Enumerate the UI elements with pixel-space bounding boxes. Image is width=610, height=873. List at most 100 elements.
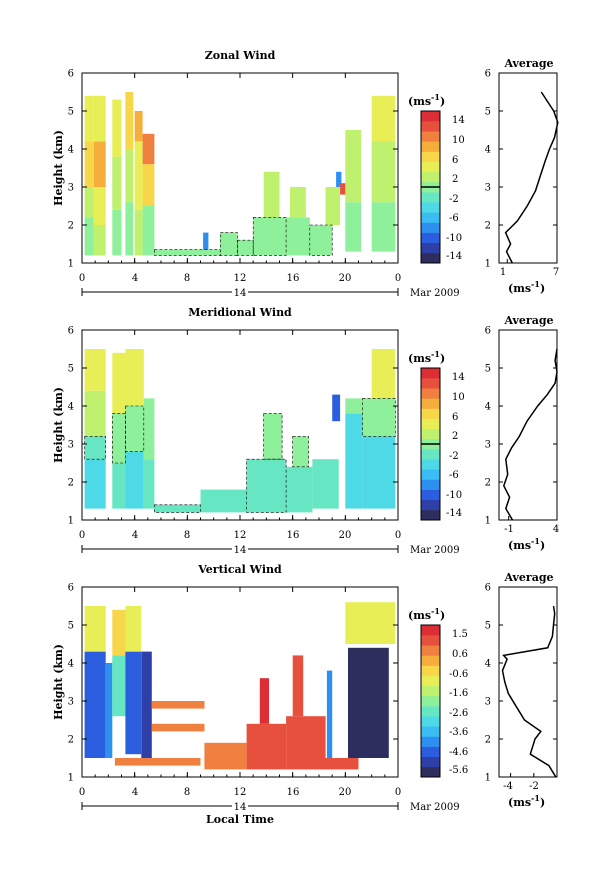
zonal-heatmap-cells xyxy=(84,92,396,256)
meridional-average-profile: Average 1 2 3 4 5 6 -1 4 (ms-1) xyxy=(485,314,560,552)
heatmap-cell xyxy=(345,130,362,203)
vertical-xlabel: Local Time xyxy=(206,813,274,826)
colorbar-swatch xyxy=(421,232,440,244)
heatmap-cell xyxy=(362,436,396,509)
heatmap-cell xyxy=(151,723,205,732)
heatmap-cell xyxy=(114,758,201,766)
colorbar-swatch xyxy=(421,171,440,183)
colorbar-swatch xyxy=(421,202,440,213)
colorbar-swatch xyxy=(421,408,440,419)
heatmap-cell xyxy=(323,758,359,770)
y-tick-label: 5 xyxy=(68,621,74,632)
meridional-avg-xtick: 4 xyxy=(553,524,559,535)
zonal-zero-contour xyxy=(154,217,333,256)
colorbar-swatch xyxy=(421,212,440,223)
vertical-colorbar-swatches xyxy=(421,625,440,778)
zonal-axes: 1 2 3 4 5 6 xyxy=(68,69,399,270)
zonal-date-day: 14 xyxy=(234,288,247,299)
colorbar-swatch xyxy=(421,665,440,676)
y-tick-label: 3 xyxy=(68,440,74,451)
heatmap-cell xyxy=(84,349,106,391)
zonal-colorbar-swatches xyxy=(421,111,440,264)
meridional-avg-xunit: (ms xyxy=(508,539,531,552)
heatmap-cell xyxy=(292,436,309,467)
avg-y-tick-label: 2 xyxy=(485,478,491,489)
zero-contour-segment xyxy=(84,436,106,460)
heatmap-cell xyxy=(371,349,396,399)
meridional-ylabel: Height (km) xyxy=(52,387,65,463)
colorbar-swatch xyxy=(421,242,440,254)
heatmap-cell xyxy=(151,701,205,709)
zonal-xtick-label: 12 xyxy=(234,273,247,284)
colorbar-swatch xyxy=(421,388,440,399)
svg-text:(ms-1): (ms-1) xyxy=(508,793,545,809)
heatmap-cell xyxy=(93,187,106,225)
colorbar-swatch xyxy=(421,736,440,747)
svg-text:(ms-1): (ms-1) xyxy=(508,279,545,295)
meridional-xtick-label: 20 xyxy=(339,530,352,541)
heatmap-cell xyxy=(84,187,94,218)
heatmap-cell xyxy=(112,352,126,414)
colorbar-swatch xyxy=(421,469,440,480)
zonal-colorbar-unit: (ms xyxy=(408,95,431,108)
heatmap-cell xyxy=(286,466,313,513)
heatmap-cell xyxy=(125,651,142,755)
zonal-colorbar-unit-exp: -1 xyxy=(431,92,440,102)
colorbar-swatch xyxy=(421,252,440,264)
meridional-xtick-label: 0 xyxy=(79,530,85,541)
zonal-cbar-tick: -10 xyxy=(446,233,462,244)
colorbar-swatch xyxy=(421,489,440,501)
vertical-cbar-tick: -2.6 xyxy=(449,708,468,719)
vertical-cbar-tick: 0.6 xyxy=(452,649,468,660)
heatmap-cell xyxy=(84,141,94,187)
zonal-cbar-tick: 14 xyxy=(452,115,465,126)
heatmap-cell xyxy=(125,92,134,149)
zero-contour-segment xyxy=(309,224,333,256)
vertical-cbar-tick: -4.6 xyxy=(449,747,468,758)
vertical-date-day: 14 xyxy=(234,802,247,813)
avg-y-tick-label: 6 xyxy=(485,583,491,594)
zero-contour-segment xyxy=(252,217,287,256)
heatmap-cell xyxy=(371,95,396,142)
zero-contour-segment xyxy=(292,436,309,468)
heatmap-cell xyxy=(345,398,363,414)
heatmap-cell xyxy=(125,451,144,509)
zero-contour-segment xyxy=(154,504,201,513)
avg-y-tick-label: 5 xyxy=(485,364,491,375)
zonal-cbar-tick: 6 xyxy=(452,155,458,166)
heatmap-cell xyxy=(246,723,287,770)
y-tick-label: 3 xyxy=(68,697,74,708)
colorbar-swatch xyxy=(421,428,440,440)
heatmap-cell xyxy=(200,489,247,513)
zonal-xtick-label: 20 xyxy=(339,273,352,284)
colorbar-swatch xyxy=(421,192,440,203)
meridional-heatmap-cells xyxy=(84,349,396,513)
heatmap-cell xyxy=(362,398,396,437)
heatmap-cell xyxy=(142,206,155,256)
vertical-avg-axes: 1 2 3 4 5 6 xyxy=(485,583,557,784)
avg-y-tick-label: 1 xyxy=(485,259,491,270)
colorbar-swatch xyxy=(421,141,440,152)
vertical-cbar-tick: -5.6 xyxy=(449,765,468,776)
vertical-heatmap-cells xyxy=(84,602,396,770)
colorbar-swatch xyxy=(421,378,440,389)
zonal-title: Zonal Wind xyxy=(205,49,276,62)
vertical-cbar-tick: 1.5 xyxy=(452,629,468,640)
colorbar-swatch xyxy=(421,418,440,430)
zero-contour-segment xyxy=(362,398,396,437)
heatmap-cell xyxy=(292,655,304,717)
heatmap-cell xyxy=(154,249,221,256)
y-tick-label: 6 xyxy=(68,69,74,80)
avg-y-tick-label: 5 xyxy=(485,107,491,118)
vertical-title: Vertical Wind xyxy=(197,563,282,576)
heatmap-cell xyxy=(125,349,144,406)
meridional-date-day: 14 xyxy=(234,545,247,556)
y-tick-label: 6 xyxy=(68,326,74,337)
zonal-cbar-tick: -2 xyxy=(449,194,459,205)
vertical-cbar-tick: -0.6 xyxy=(449,669,468,680)
heatmap-cell xyxy=(286,716,326,770)
avg-y-tick-label: 3 xyxy=(485,697,491,708)
zonal-avg-title: Average xyxy=(503,57,553,70)
y-tick-label: 4 xyxy=(68,402,74,413)
